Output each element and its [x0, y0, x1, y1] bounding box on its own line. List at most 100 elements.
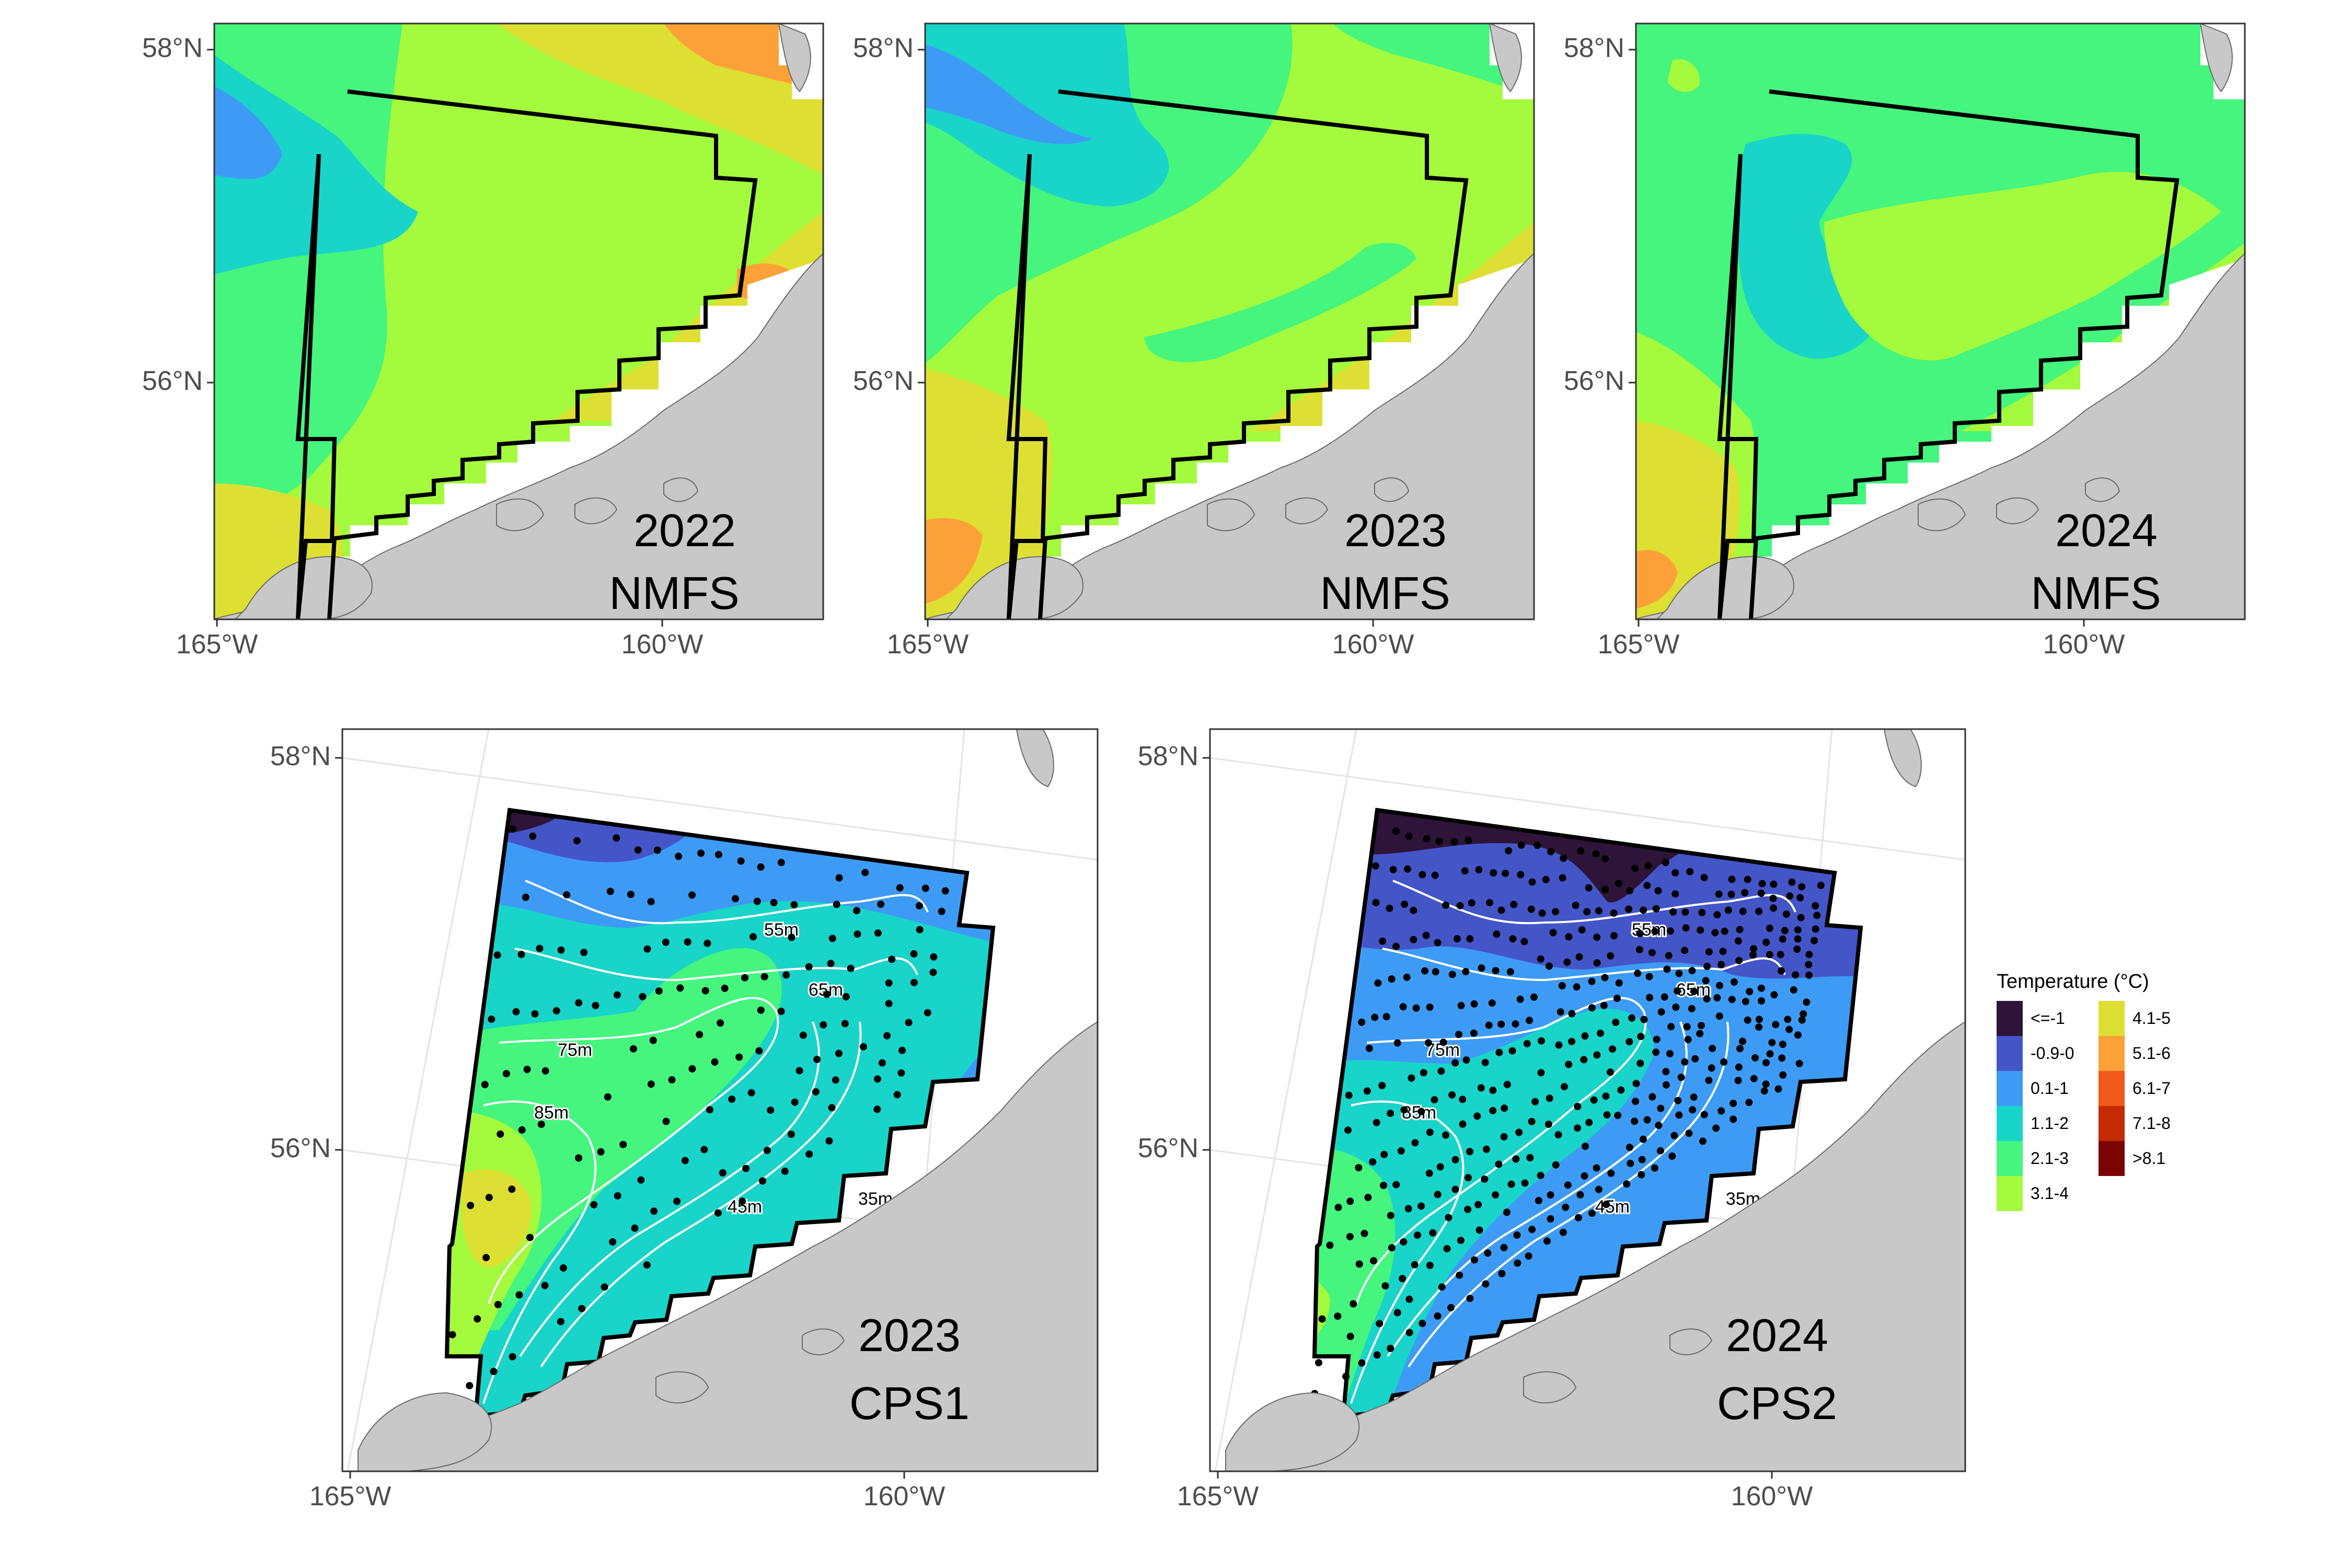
station-point	[541, 1067, 549, 1075]
station-point	[1792, 971, 1800, 979]
isobath-label-85m: 85m	[534, 1103, 569, 1123]
station-point	[805, 1150, 813, 1158]
station-point	[1547, 1215, 1554, 1223]
station-point	[896, 884, 904, 892]
station-point	[731, 895, 739, 903]
station-point	[854, 930, 861, 938]
station-point	[1373, 1119, 1380, 1126]
station-point	[1766, 925, 1773, 932]
graticule-165w	[347, 729, 490, 1471]
station-point	[1774, 1085, 1782, 1093]
station-point	[613, 991, 621, 999]
isobath-85m	[482, 1100, 597, 1404]
temp-zone-3-4	[1824, 171, 2221, 361]
station-point	[1530, 993, 1538, 1001]
panel-survey-label: CPS2	[1717, 1377, 1837, 1429]
station-point	[782, 971, 790, 979]
isobath-65m	[514, 948, 918, 982]
station-point	[1426, 1128, 1434, 1136]
station-point	[1766, 951, 1773, 959]
survey-boundary	[295, 89, 758, 619]
station-point	[921, 884, 929, 892]
station-point	[529, 832, 537, 840]
station-point	[1705, 1077, 1713, 1084]
land-ne-mainland	[1489, 24, 1522, 93]
station-point	[1574, 1103, 1582, 1110]
station-point	[1623, 1180, 1631, 1188]
lat-label-58n: 58°N	[270, 741, 331, 771]
station-point	[1388, 1244, 1396, 1252]
station-point	[653, 846, 661, 854]
station-point	[1544, 1121, 1552, 1128]
station-point	[1355, 1260, 1363, 1268]
station-point	[1477, 1084, 1485, 1092]
station-points	[1311, 827, 1825, 1398]
station-point	[1652, 1048, 1660, 1056]
station-point	[1746, 988, 1754, 996]
station-point	[590, 1201, 598, 1208]
station-point	[1345, 1091, 1353, 1099]
station-point	[1646, 994, 1654, 1001]
station-point	[1613, 995, 1621, 1002]
station-point	[1612, 1019, 1620, 1027]
station-point	[1643, 1116, 1651, 1124]
station-point	[1595, 1185, 1602, 1193]
legend-item: 3.1-4	[1997, 1176, 2069, 1211]
station-point	[1509, 935, 1517, 943]
station-point	[1817, 882, 1825, 890]
station-point	[1742, 998, 1749, 1006]
legend-item: 2.1-3	[1997, 1141, 2069, 1176]
station-point	[1663, 965, 1671, 973]
station-point	[1713, 994, 1721, 1001]
land-unimak-island	[1656, 556, 1794, 619]
station-point	[466, 1382, 474, 1390]
station-point	[1744, 1016, 1751, 1024]
station-point	[1757, 890, 1765, 897]
station-point	[1681, 908, 1689, 916]
station-point	[1575, 953, 1583, 961]
land-island	[1207, 498, 1255, 532]
station-point	[1442, 901, 1450, 909]
station-point	[1697, 926, 1704, 934]
station-point	[938, 907, 946, 915]
station-point	[1399, 1275, 1406, 1283]
station-point	[1466, 935, 1474, 943]
station-point	[1408, 1074, 1415, 1082]
station-point	[1768, 1039, 1776, 1046]
station-point	[467, 1202, 475, 1209]
station-point	[1757, 984, 1765, 992]
station-point	[1456, 902, 1464, 909]
station-point	[1405, 1295, 1413, 1303]
station-point	[1315, 1359, 1322, 1367]
station-point	[1690, 1093, 1698, 1101]
isobath-label-45m: 45m	[728, 1197, 762, 1217]
station-point	[1387, 1212, 1394, 1219]
station-point	[1488, 999, 1496, 1007]
station-point	[1577, 847, 1585, 855]
station-point	[1667, 1023, 1675, 1031]
map-panel-nmfs-2024: 58°N 56°N 165°W 160°W 2024 NMFS	[1564, 22, 2246, 660]
lat-label-58n: 58°N	[1564, 33, 1624, 63]
station-point	[614, 1192, 621, 1200]
station-point	[1696, 1030, 1704, 1037]
panel-year-label: 2023	[1344, 504, 1447, 556]
station-point	[1552, 908, 1560, 916]
station-point	[1663, 1081, 1670, 1089]
station-point	[1786, 892, 1794, 900]
isobath-75m	[488, 997, 779, 1305]
station-point	[1379, 937, 1387, 945]
station-point	[1681, 947, 1689, 954]
station-point	[714, 1209, 722, 1217]
station-point	[1453, 935, 1461, 943]
station-point	[799, 1031, 807, 1039]
station-point	[1559, 874, 1566, 882]
station-point	[832, 1076, 839, 1084]
land-unimak-island	[1225, 1392, 1360, 1471]
station-point	[1495, 1160, 1503, 1168]
station-point	[1769, 894, 1777, 902]
station-point	[1689, 1106, 1697, 1114]
station-point	[1728, 875, 1736, 883]
temp-zone-4-5	[461, 1169, 532, 1267]
